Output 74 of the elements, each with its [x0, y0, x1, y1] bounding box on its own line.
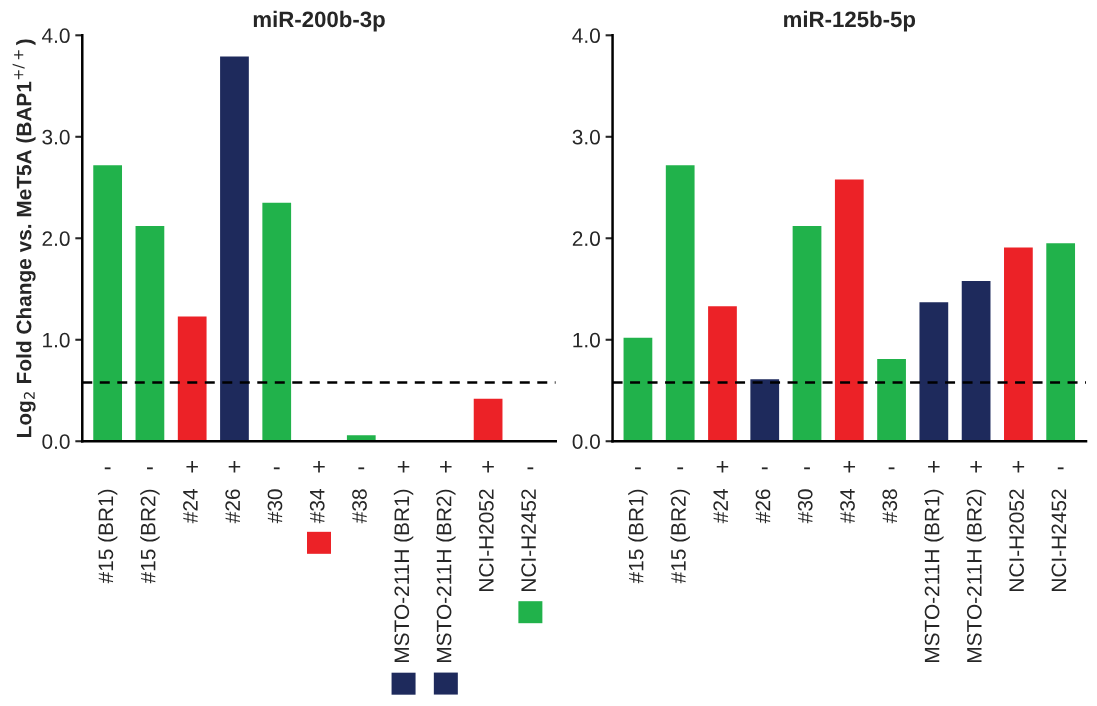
- bar: [177, 316, 207, 442]
- x-tick-label: #24: [183, 489, 198, 524]
- bar: [1046, 243, 1076, 442]
- text: -: [888, 467, 895, 470]
- x-tick-label: #24: [713, 489, 728, 524]
- text: +: [928, 460, 940, 473]
- y-tick-label: 0.0: [572, 434, 600, 449]
- x-tick-label: #38: [352, 489, 367, 524]
- x-tick-label: #15 (BR1): [97, 489, 118, 584]
- x-tick-label: NCI-H2052: [478, 489, 494, 591]
- text: -: [677, 467, 684, 470]
- x-tick-label: MSTO-211H (BR2): [966, 489, 986, 662]
- y-axis-title: Log$_{2}$ Fold Change vs. MeT5A (BAP1$^{+/+}$): [12, 39, 36, 437]
- text: +: [228, 460, 241, 473]
- y-tick-label: 1.0: [43, 332, 70, 348]
- text: +: [313, 460, 325, 473]
- x-tick-label: NCI-H2452: [521, 489, 536, 591]
- text: +: [716, 460, 729, 473]
- bar: [473, 398, 503, 442]
- y-tick-label: 2.0: [42, 231, 70, 247]
- bar: [834, 179, 864, 442]
- x-tick-label: #26: [225, 489, 241, 524]
- y-tick-label: 0.0: [42, 434, 70, 449]
- text: +: [397, 460, 410, 473]
- bar: [262, 202, 292, 442]
- x-tick-label: #15 (BR1): [628, 489, 648, 584]
- x-tick-label: #15 (BR2): [140, 489, 160, 584]
- bar: [93, 165, 123, 442]
- chart-title: miR-200b-3p: [253, 10, 385, 32]
- bar: [665, 165, 695, 442]
- y-tick-label: 1.0: [573, 332, 600, 348]
- x-tick-label: NCI-H2052: [1009, 489, 1024, 591]
- text: -: [147, 467, 153, 470]
- bar: [623, 337, 653, 442]
- chart-title: miR-125b-5p: [784, 10, 916, 32]
- text: -: [1057, 467, 1064, 470]
- text: -: [761, 467, 768, 470]
- x-tick-label: NCI-H2452: [1051, 489, 1067, 591]
- x-tick-label: MSTO-211H (BR1): [924, 489, 944, 662]
- x-tick-label: #15 (BR2): [670, 489, 690, 584]
- text: +: [440, 460, 452, 473]
- y-tick-label: 4.0: [572, 28, 600, 44]
- x-tick-label: #30: [797, 489, 813, 524]
- bar: [708, 306, 737, 442]
- x-tick-label: #26: [755, 489, 771, 524]
- x-tick-label: #34: [840, 489, 855, 524]
- x-tick-label: #30: [267, 489, 283, 524]
- text: -: [104, 467, 111, 470]
- text: +: [970, 460, 982, 473]
- y-tick-label: 2.0: [572, 231, 600, 247]
- bar: [135, 226, 165, 442]
- bar: [220, 56, 249, 442]
- x-tick-label: #34: [309, 489, 325, 524]
- text: +: [1012, 460, 1025, 473]
- y-tick-label: 4.0: [41, 28, 70, 44]
- text: +: [186, 460, 198, 473]
- bar: [750, 379, 780, 442]
- x-tick-label: #38: [882, 489, 898, 524]
- text: -: [635, 467, 641, 470]
- text: -: [273, 467, 280, 470]
- y-tick-label: 3.0: [572, 129, 600, 145]
- bar: [919, 302, 949, 442]
- text: -: [804, 467, 810, 470]
- bar: [877, 359, 906, 442]
- x-tick-label: MSTO-211H (BR1): [393, 489, 414, 662]
- x-tick-label: MSTO-211H (BR2): [436, 489, 456, 662]
- y-tick-label: 3.0: [42, 129, 70, 145]
- text: +: [482, 460, 494, 473]
- bar: [792, 226, 822, 442]
- bar: [961, 280, 991, 442]
- text: +: [843, 460, 856, 473]
- text: -: [358, 467, 365, 470]
- bar: [1004, 247, 1033, 442]
- text: -: [527, 467, 534, 470]
